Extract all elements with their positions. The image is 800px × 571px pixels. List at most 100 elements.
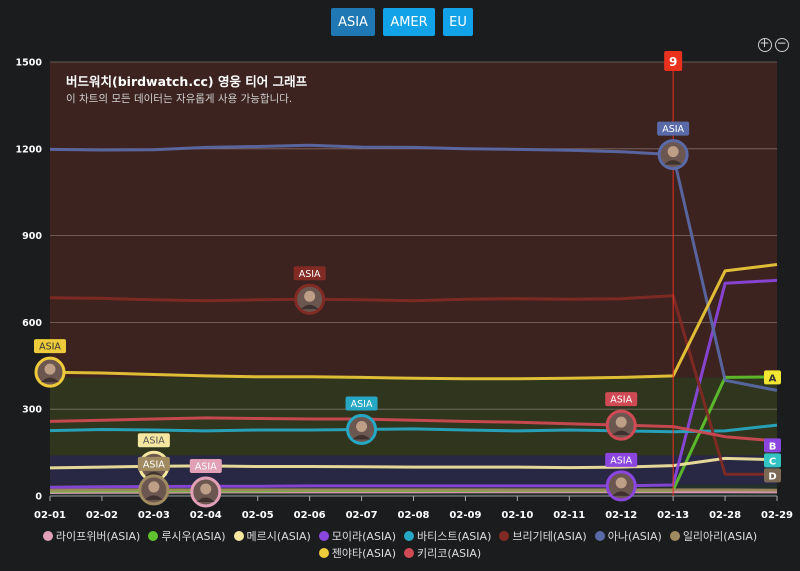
annotation-label: ASIA — [39, 342, 61, 353]
series-line-3 — [49, 278, 778, 489]
region-tab-amer[interactable]: AMER — [383, 8, 435, 36]
chart-legend: 라이프위버(ASIA) 루시우(ASIA) 메르시(ASIA) 모이라(ASIA) 바티… — [0, 528, 800, 562]
annotation-badge — [657, 121, 690, 136]
legend-label: 메르시(ASIA) — [246, 530, 311, 543]
legend-label: 아나(ASIA) — [607, 530, 662, 543]
legend-label: 키리코(ASIA) — [417, 547, 482, 560]
legend-item-6[interactable]: 아나(ASIA) — [594, 528, 662, 545]
legend-label: 젠야타(ASIA) — [331, 547, 396, 560]
legend-item-7[interactable]: 일리아리(ASIA) — [669, 528, 758, 545]
tier-label-text: D — [768, 471, 776, 482]
y-axis-ticks: 0 300 600 900 1200 1500 — [16, 58, 43, 503]
y-tick-label: 0 — [35, 492, 42, 503]
tier-label-a — [764, 370, 781, 385]
y-tick-label: 300 — [22, 405, 42, 416]
hero-portrait-face — [200, 483, 212, 495]
chart-title: 버드워치(birdwatch.cc) 영웅 티어 그래프 — [66, 74, 308, 89]
chart-subtitle: 이 차트의 모든 데이터는 자유롭게 사용 가능합니다. — [66, 93, 292, 105]
annotation-label: ASIA — [299, 269, 321, 280]
series-line-8 — [49, 263, 778, 381]
legend-label: 브리기테(ASIA) — [512, 530, 587, 543]
event-marker-label: 9 — [669, 55, 677, 69]
legend-dot-icon — [318, 531, 329, 541]
x-tick-label: 02-06 — [294, 510, 326, 521]
y-tick-label: 600 — [22, 318, 42, 329]
legend-item-0[interactable]: 라이프위버(ASIA) — [42, 528, 140, 545]
legend-item-3[interactable]: 모이라(ASIA) — [318, 528, 396, 545]
legend-label: 일리아리(ASIA) — [682, 530, 758, 543]
annotation-badge — [293, 266, 326, 281]
hero-portrait-body — [300, 304, 319, 310]
annotation-badge — [605, 392, 638, 407]
legend-dot-icon — [594, 531, 605, 541]
y-tick-label: 1200 — [16, 144, 43, 155]
legend-item-9[interactable]: 키리코(ASIA) — [404, 545, 481, 562]
series-line-6 — [49, 143, 778, 392]
zoom-out-symbol: − — [776, 36, 787, 50]
annotation-label: ASIA — [610, 455, 632, 466]
legend-dot-icon — [42, 531, 53, 541]
annotation-badge — [34, 339, 66, 354]
x-tick-label: 02-11 — [553, 510, 585, 521]
hero-portrait-body — [41, 377, 59, 383]
annotation-badge — [345, 396, 378, 411]
series-line-5 — [49, 294, 777, 476]
annotation-badge — [137, 456, 170, 471]
legend-item-4[interactable]: 바티스트(ASIA) — [404, 528, 491, 545]
region-tabs: ASIA AMER EU — [0, 8, 800, 38]
x-tick-label: 02-29 — [761, 510, 793, 521]
x-tick-label: 02-13 — [657, 510, 689, 521]
zoom-out-icon[interactable]: − — [775, 36, 789, 52]
region-tab-asia[interactable]: ASIA — [331, 8, 375, 36]
annotation-label: ASIA — [662, 124, 684, 135]
y-tick-label: 1500 — [16, 58, 43, 69]
tier-label-b — [764, 438, 781, 453]
legend-row: 젠야타(ASIA) 키리코(ASIA) — [0, 545, 800, 562]
zoom-in-icon[interactable]: + — [758, 36, 772, 52]
legend-label: 루시우(ASIA) — [161, 530, 226, 543]
hero-portrait-face — [356, 420, 368, 432]
event-marker-badge[interactable] — [664, 51, 683, 71]
legend-item-1[interactable]: 루시우(ASIA) — [148, 528, 226, 545]
hero-portrait-body — [144, 495, 163, 500]
legend-dot-icon — [669, 531, 680, 541]
y-tick-label: 900 — [22, 231, 42, 242]
hero-portrait-face — [615, 477, 627, 489]
tier-label-text: A — [769, 373, 777, 384]
tier-labels: A BCD — [764, 370, 781, 483]
annotation-label: ASIA — [143, 459, 165, 470]
annotation-badge — [605, 452, 638, 467]
x-axis-ticks: 02-01 02-02 02-03 02-04 02-05 02-06 02-07 02-08… — [34, 495, 793, 521]
hero-portrait-body — [664, 160, 683, 165]
hero-portrait-body — [196, 497, 215, 502]
legend-item-2[interactable]: 메르시(ASIA) — [233, 528, 311, 545]
legend-item-5[interactable]: 브리기테(ASIA) — [499, 528, 587, 545]
tier-band-a — [50, 62, 777, 378]
tier-label-c — [764, 453, 781, 468]
x-tick-label: 02-10 — [501, 510, 533, 521]
tier-band-b — [50, 377, 777, 456]
hero-annotations: ASIA ASIA ASIA ASIA ASIA ASIA ASIA ASIA ASIA — [34, 121, 690, 508]
tier-label-text: C — [769, 456, 776, 467]
legend-item-8[interactable]: 젠야타(ASIA) — [318, 545, 396, 562]
legend-dot-icon — [499, 531, 510, 541]
tier-band-c — [50, 455, 777, 485]
hero-portrait-face — [44, 363, 56, 375]
x-tick-label: 02-07 — [346, 510, 378, 521]
x-tick-label: 02-05 — [242, 510, 274, 521]
tier-label-text: B — [769, 441, 777, 452]
region-tab-eu[interactable]: EU — [443, 8, 473, 36]
x-tick-label: 02-03 — [138, 510, 170, 521]
series-line-2 — [49, 456, 778, 470]
annotation-label: ASIA — [143, 436, 165, 447]
series-line-4 — [49, 423, 778, 434]
zoom-in-symbol: + — [759, 36, 770, 50]
x-tick-label: 02-01 — [34, 510, 66, 521]
x-tick-label: 02-08 — [398, 510, 430, 521]
annotation-label: ASIA — [195, 461, 217, 472]
hero-portrait-face — [148, 481, 160, 493]
x-tick-label: 02-12 — [605, 510, 637, 521]
hero-portrait-face — [304, 290, 316, 302]
legend-dot-icon — [148, 531, 159, 541]
